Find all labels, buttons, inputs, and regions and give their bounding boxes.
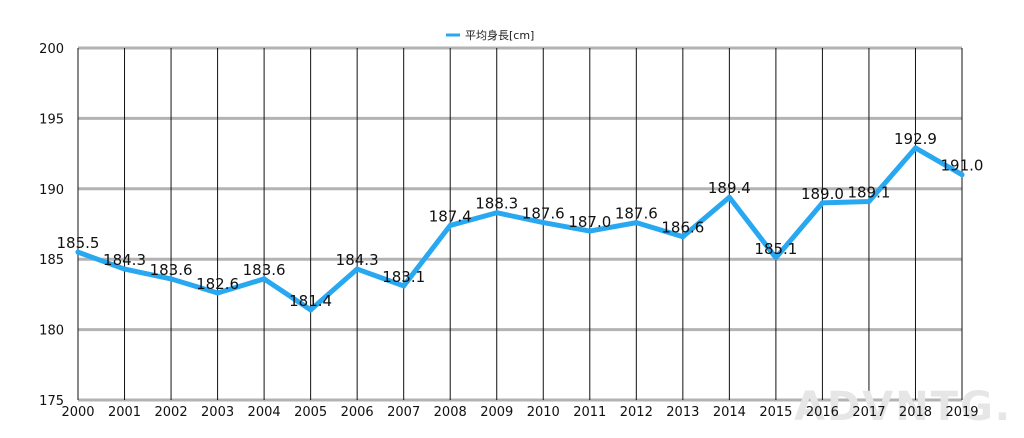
y-tick-label: 200 xyxy=(39,42,64,57)
x-tick-label: 2001 xyxy=(108,405,141,420)
data-label: 191.0 xyxy=(941,157,984,175)
data-point xyxy=(726,194,732,200)
data-label: 184.3 xyxy=(336,251,379,269)
y-tick-label: 185 xyxy=(39,253,64,268)
data-point xyxy=(959,172,965,178)
data-point xyxy=(587,228,593,234)
grid xyxy=(77,46,963,402)
data-label: 185.1 xyxy=(754,240,797,258)
legend: 平均身長[cm] xyxy=(446,28,534,42)
axes: 175 180 185 190 195 200 2000 2001 2002 2003 2004 20… xyxy=(39,42,978,420)
data-point xyxy=(215,290,221,296)
data-label: 189.1 xyxy=(847,183,890,201)
data-label: 181.4 xyxy=(289,292,332,310)
data-label: 183.1 xyxy=(382,268,425,286)
legend-label: 平均身長[cm] xyxy=(465,28,534,42)
data-point xyxy=(494,210,500,216)
y-tick-label: 175 xyxy=(39,394,64,409)
x-tick-label: 2003 xyxy=(201,405,234,420)
x-tick-label: 2016 xyxy=(806,405,839,420)
x-tick-label: 2006 xyxy=(341,405,374,420)
data-label: 188.3 xyxy=(475,195,518,213)
x-tick-label: 2019 xyxy=(945,405,978,420)
y-tick-label: 190 xyxy=(39,183,64,198)
data-point xyxy=(354,266,360,272)
x-tick-label: 2012 xyxy=(620,405,653,420)
data-point xyxy=(261,276,267,282)
data-label: 183.6 xyxy=(150,261,193,279)
data-point xyxy=(819,200,825,206)
data-point xyxy=(773,255,779,261)
data-label: 187.4 xyxy=(429,207,472,225)
data-label: 186.6 xyxy=(661,219,704,237)
x-tick-label: 2000 xyxy=(61,405,94,420)
x-tick-label: 2018 xyxy=(899,405,932,420)
data-point xyxy=(168,276,174,282)
x-tick-label: 2008 xyxy=(434,405,467,420)
data-label: 189.0 xyxy=(801,185,844,203)
data-point xyxy=(122,266,128,272)
data-labels: 185.5184.3183.6182.6183.6181.4184.3183.1… xyxy=(57,130,984,310)
data-label: 182.6 xyxy=(196,275,239,293)
data-label: 183.6 xyxy=(243,261,286,279)
data-point xyxy=(75,249,81,255)
x-tick-label: 2015 xyxy=(759,405,792,420)
data-label: 187.6 xyxy=(522,205,565,223)
data-label: 185.5 xyxy=(57,234,100,252)
x-tick-label: 2017 xyxy=(852,405,885,420)
data-point xyxy=(540,220,546,226)
data-point xyxy=(866,198,872,204)
x-tick-label: 2005 xyxy=(294,405,327,420)
data-point xyxy=(680,234,686,240)
x-tick-label: 2009 xyxy=(480,405,513,420)
data-label: 187.0 xyxy=(568,213,611,231)
x-tick-label: 2014 xyxy=(713,405,746,420)
data-label: 189.4 xyxy=(708,179,751,197)
watermark-layer: ADVNTG. xyxy=(794,384,1012,430)
x-tick-label: 2011 xyxy=(573,405,606,420)
x-tick-label: 2013 xyxy=(666,405,699,420)
data-point xyxy=(633,220,639,226)
x-tick-label: 2010 xyxy=(527,405,560,420)
series-layer xyxy=(75,145,965,313)
y-tick-label: 195 xyxy=(39,112,64,127)
watermark: ADVNTG. xyxy=(794,384,1012,430)
x-tick-label: 2004 xyxy=(248,405,281,420)
x-tick-label: 2007 xyxy=(387,405,420,420)
data-point xyxy=(912,145,918,151)
y-tick-label: 180 xyxy=(39,324,64,339)
series-line xyxy=(75,145,965,313)
data-label: 184.3 xyxy=(103,251,146,269)
data-point xyxy=(401,283,407,289)
data-label: 187.6 xyxy=(615,205,658,223)
data-point xyxy=(308,307,314,313)
x-tick-label: 2002 xyxy=(155,405,188,420)
data-point xyxy=(447,222,453,228)
data-label: 192.9 xyxy=(894,130,937,148)
